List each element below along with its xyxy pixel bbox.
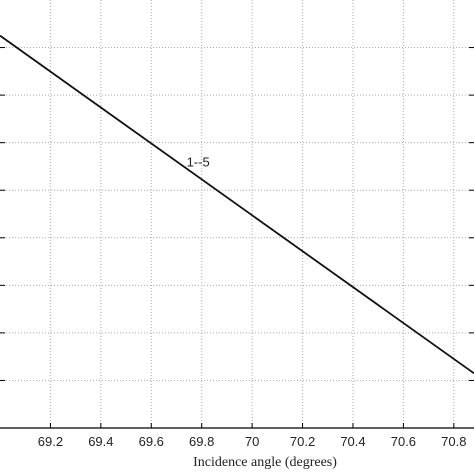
- plot-frame: [0, 423, 474, 429]
- x-tick-label: 69.2: [38, 434, 63, 449]
- series-group: [0, 34, 474, 375]
- x-tick-labels: 69.2 69.4 69.6 69.8 70 70.2 70.4 70.6 70.8: [38, 434, 467, 449]
- series-line: [0, 34, 474, 375]
- x-tick-label: 70.6: [391, 434, 416, 449]
- x-tick-label: 70.8: [441, 434, 466, 449]
- line-annotation: 1--5: [187, 154, 210, 169]
- grid-lines: [0, 0, 474, 428]
- x-tick-label: 70: [245, 434, 259, 449]
- x-tick-label: 69.6: [139, 434, 164, 449]
- x-tick-label: 69.4: [88, 434, 113, 449]
- x-tick-label: 70.4: [340, 434, 365, 449]
- x-axis-label: Incidence angle (degrees): [193, 455, 337, 470]
- x-tick-label: 69.8: [189, 434, 214, 449]
- x-tick-label: 70.2: [290, 434, 315, 449]
- annotations: 1--5: [187, 154, 210, 169]
